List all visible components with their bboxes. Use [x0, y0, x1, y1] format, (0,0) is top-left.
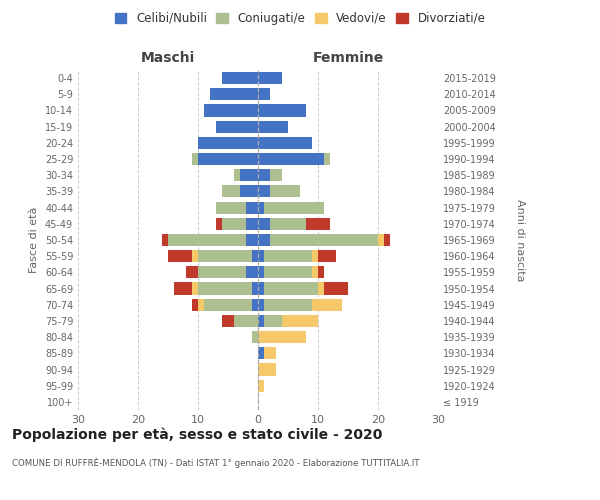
- Y-axis label: Anni di nascita: Anni di nascita: [515, 198, 525, 281]
- Bar: [186, 266, 198, 278]
- Bar: [258, 72, 282, 84]
- Bar: [264, 250, 312, 262]
- Bar: [174, 282, 192, 294]
- Bar: [192, 250, 198, 262]
- Bar: [378, 234, 384, 246]
- Bar: [258, 120, 288, 132]
- Bar: [258, 186, 270, 198]
- Bar: [216, 120, 258, 132]
- Bar: [258, 364, 276, 376]
- Bar: [318, 282, 324, 294]
- Bar: [216, 218, 222, 230]
- Bar: [258, 348, 264, 360]
- Bar: [192, 298, 198, 311]
- Bar: [312, 266, 318, 278]
- Bar: [222, 218, 246, 230]
- Bar: [282, 315, 318, 327]
- Bar: [258, 315, 264, 327]
- Bar: [258, 266, 264, 278]
- Bar: [312, 298, 342, 311]
- Bar: [258, 234, 270, 246]
- Bar: [264, 282, 318, 294]
- Bar: [258, 137, 312, 149]
- Bar: [198, 298, 204, 311]
- Bar: [246, 234, 258, 246]
- Bar: [270, 169, 282, 181]
- Bar: [198, 153, 258, 165]
- Bar: [162, 234, 168, 246]
- Bar: [252, 331, 258, 343]
- Bar: [258, 218, 270, 230]
- Bar: [216, 202, 246, 213]
- Bar: [318, 266, 324, 278]
- Text: Femmine: Femmine: [313, 51, 383, 65]
- Bar: [264, 348, 276, 360]
- Bar: [258, 380, 264, 392]
- Text: Popolazione per età, sesso e stato civile - 2020: Popolazione per età, sesso e stato civil…: [12, 428, 382, 442]
- Bar: [258, 282, 264, 294]
- Bar: [264, 266, 312, 278]
- Bar: [318, 250, 336, 262]
- Bar: [210, 88, 258, 101]
- Bar: [264, 298, 312, 311]
- Bar: [258, 88, 270, 101]
- Bar: [204, 298, 252, 311]
- Text: COMUNE DI RUFFRÈ-MENDOLA (TN) - Dati ISTAT 1° gennaio 2020 - Elaborazione TUTTIT: COMUNE DI RUFFRÈ-MENDOLA (TN) - Dati IST…: [12, 458, 419, 468]
- Bar: [252, 298, 258, 311]
- Y-axis label: Fasce di età: Fasce di età: [29, 207, 39, 273]
- Bar: [258, 202, 264, 213]
- Bar: [270, 234, 378, 246]
- Bar: [252, 282, 258, 294]
- Bar: [246, 202, 258, 213]
- Bar: [198, 282, 252, 294]
- Bar: [240, 186, 258, 198]
- Bar: [198, 250, 252, 262]
- Bar: [258, 169, 270, 181]
- Bar: [234, 315, 258, 327]
- Legend: Celibi/Nubili, Coniugati/e, Vedovi/e, Divorziati/e: Celibi/Nubili, Coniugati/e, Vedovi/e, Di…: [111, 8, 489, 28]
- Bar: [246, 218, 258, 230]
- Bar: [306, 218, 330, 230]
- Bar: [168, 250, 192, 262]
- Bar: [222, 72, 258, 84]
- Bar: [258, 331, 306, 343]
- Bar: [168, 234, 246, 246]
- Bar: [384, 234, 390, 246]
- Bar: [198, 137, 258, 149]
- Bar: [324, 153, 330, 165]
- Bar: [264, 315, 282, 327]
- Bar: [270, 218, 306, 230]
- Bar: [198, 266, 246, 278]
- Text: Maschi: Maschi: [141, 51, 195, 65]
- Bar: [264, 202, 324, 213]
- Bar: [222, 315, 234, 327]
- Bar: [258, 298, 264, 311]
- Bar: [192, 153, 198, 165]
- Bar: [258, 153, 324, 165]
- Bar: [246, 266, 258, 278]
- Bar: [222, 186, 240, 198]
- Bar: [270, 186, 300, 198]
- Bar: [258, 250, 264, 262]
- Bar: [192, 282, 198, 294]
- Bar: [234, 169, 240, 181]
- Bar: [324, 282, 348, 294]
- Bar: [204, 104, 258, 117]
- Bar: [252, 250, 258, 262]
- Bar: [258, 104, 306, 117]
- Bar: [240, 169, 258, 181]
- Bar: [312, 250, 318, 262]
